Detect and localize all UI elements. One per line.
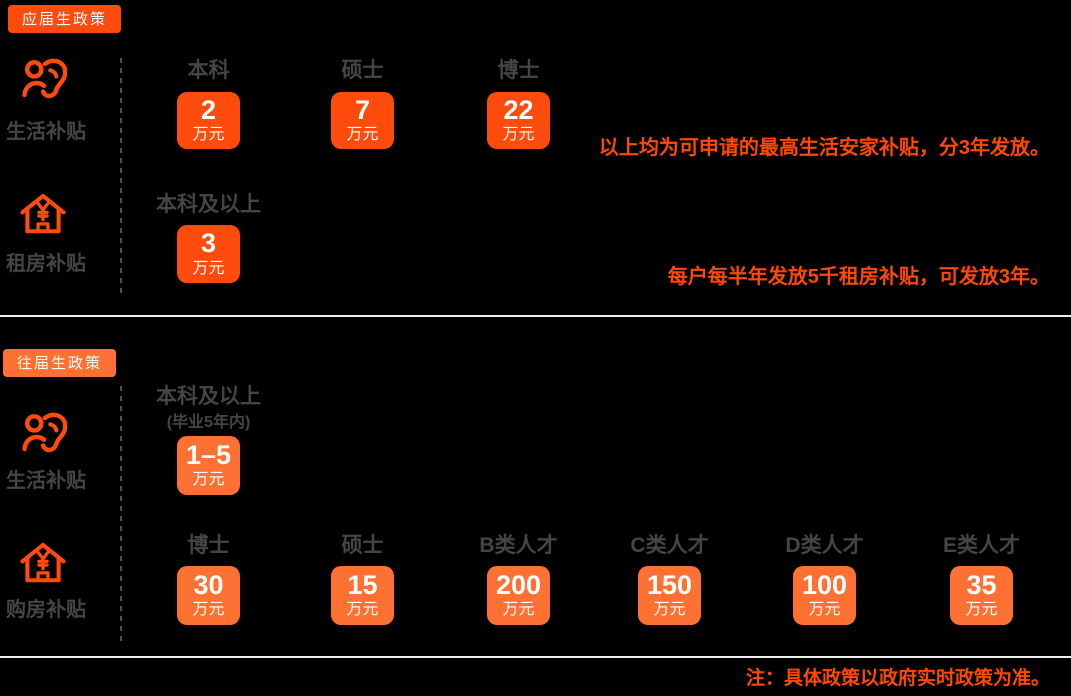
- subsidy-value-box: 200 万元: [487, 566, 550, 625]
- subsidy-amount: 3: [200, 228, 217, 259]
- dashed-divider: [120, 386, 122, 642]
- subsidy-value-box: 2 万元: [177, 92, 240, 149]
- subsidy-unit: 万元: [808, 601, 841, 619]
- subsidy-amount: 22: [503, 94, 534, 125]
- footer-note: 注：具体政策以政府实时政策为准。: [745, 668, 1050, 689]
- talent-header: E类人才: [942, 534, 1020, 557]
- rent-subsidy-label: 租房补贴: [6, 253, 86, 275]
- subsidy-unit: 万元: [653, 601, 686, 619]
- subsidy-amount: 2: [200, 94, 217, 125]
- subsidy-unit: 万元: [192, 259, 225, 277]
- previous-graduate-policy-badge: 往届生政策: [3, 349, 117, 377]
- subsidy-value-box: 30 万元: [177, 566, 240, 625]
- degree-header: 本科及以上: [156, 193, 261, 216]
- subsidy-unit: 万元: [965, 601, 998, 619]
- subsidy-amount: 150: [646, 569, 693, 600]
- living-subsidy-label: 生活补贴: [6, 470, 86, 492]
- person-care-icon: [21, 410, 68, 458]
- subsidy-value-box: 1–5 万元: [177, 436, 240, 495]
- subsidy-unit: 万元: [192, 471, 225, 489]
- living-subsidy-note: 以上均为可申请的最高生活安家补贴，分3年发放。: [598, 137, 1050, 159]
- house-yuan-icon: [20, 191, 66, 239]
- living-subsidy-label: 生活补贴: [6, 121, 86, 143]
- subsidy-unit: 万元: [346, 601, 379, 619]
- fresh-graduate-policy-badge: 应届生政策: [8, 5, 122, 33]
- talent-header: B类人才: [479, 534, 558, 557]
- subsidy-unit: 万元: [502, 126, 535, 144]
- section-divider: [0, 315, 1071, 317]
- degree-subheader: (毕业5年内): [166, 414, 251, 431]
- subsidy-unit: 万元: [192, 126, 225, 144]
- talent-header: D类人才: [785, 534, 864, 557]
- purchase-subsidy-label: 购房补贴: [6, 599, 86, 621]
- degree-header: 博士: [497, 59, 540, 82]
- subsidy-amount: 100: [801, 569, 848, 600]
- subsidy-amount: 15: [347, 569, 378, 600]
- talent-header: 硕士: [341, 534, 384, 557]
- subsidy-amount: 1–5: [185, 439, 232, 470]
- subsidy-value-box: 150 万元: [638, 566, 701, 625]
- talent-header: C类人才: [630, 534, 709, 557]
- person-care-icon: [21, 56, 68, 104]
- subsidy-amount: 35: [966, 569, 997, 600]
- degree-header: 本科及以上: [156, 385, 261, 408]
- dashed-divider: [120, 58, 122, 295]
- subsidy-value-box: 3 万元: [177, 225, 240, 283]
- subsidy-value-box: 7 万元: [331, 92, 394, 149]
- subsidy-value-box: 35 万元: [950, 566, 1013, 625]
- talent-header: 博士: [187, 534, 230, 557]
- subsidy-unit: 万元: [346, 126, 379, 144]
- degree-header: 本科: [187, 59, 230, 82]
- subsidy-value-box: 100 万元: [793, 566, 856, 625]
- degree-header: 硕士: [341, 59, 384, 82]
- subsidy-unit: 万元: [502, 601, 535, 619]
- footer-divider: [0, 656, 1071, 658]
- house-yuan-icon: [20, 540, 66, 588]
- subsidy-amount: 200: [495, 569, 542, 600]
- subsidy-amount: 30: [193, 569, 224, 600]
- rent-subsidy-note: 每户每半年发放5千租房补贴，可发放3年。: [667, 266, 1050, 288]
- subsidy-amount: 7: [354, 94, 371, 125]
- subsidy-unit: 万元: [192, 601, 225, 619]
- subsidy-value-box: 15 万元: [331, 566, 394, 625]
- subsidy-value-box: 22 万元: [487, 92, 550, 149]
